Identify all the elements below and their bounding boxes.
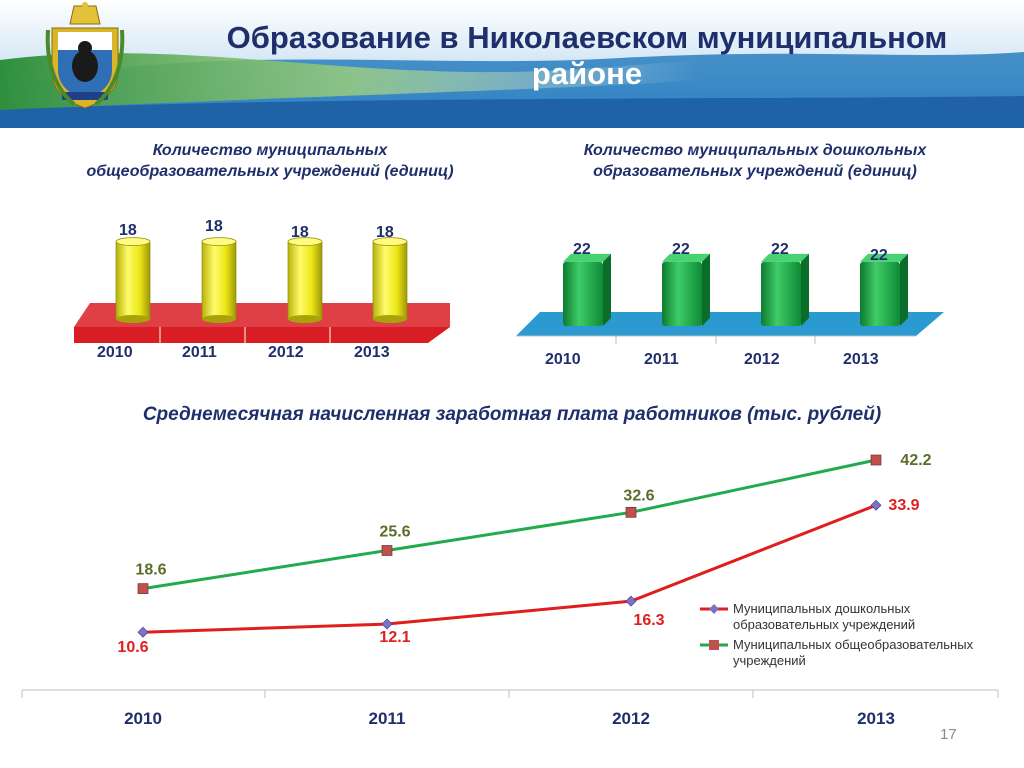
tick-label-2012: 2012: [268, 344, 304, 361]
series-line-0: [142, 503, 877, 634]
data-label-2010: 18: [119, 222, 137, 239]
page-title-line1: Образование в Николаевском муниципальном: [226, 20, 948, 55]
bar-body: [761, 261, 801, 326]
page-title-line2: районе: [531, 56, 643, 91]
bar-body: [563, 261, 603, 326]
tick-label-2010: 2010: [97, 344, 133, 361]
bar-body: [860, 261, 900, 326]
bar-2011: [662, 253, 710, 326]
point-0-3: [870, 499, 882, 511]
data-label-1-0: 18.6: [135, 562, 166, 579]
tick-label-2011: 2011: [644, 351, 679, 368]
data-label-0-1: 12.1: [379, 629, 410, 646]
bar-top: [662, 253, 710, 262]
bar-bottom: [373, 315, 407, 323]
data-label-1-1: 25.6: [379, 523, 410, 540]
data-label-2013: 22: [870, 247, 888, 264]
bar-2012: [287, 237, 323, 323]
bar-top: [372, 237, 408, 246]
page-title: Образование в Николаевском муниципальном…: [150, 20, 1024, 92]
point-0-0: [137, 626, 149, 638]
salary-line-chart: 2010 2011 2012 2013 10.6 12.1 16.3 33.9 18.6 25.6…: [21, 452, 999, 728]
bar-side: [900, 253, 908, 326]
legend-marker-0: [709, 604, 719, 614]
series-line-1: [142, 458, 877, 591]
bar-body: [287, 241, 323, 320]
data-label-2011: 18: [205, 218, 223, 235]
data-label-2010: 22: [573, 241, 591, 258]
tick-label-2013: 2013: [857, 709, 895, 728]
bar-side: [702, 253, 710, 326]
bar-floor-top: [74, 303, 450, 327]
bar-2012: [761, 253, 809, 326]
bar-body: [372, 241, 408, 320]
bar-2013: [372, 237, 408, 323]
data-label-2011: 22: [672, 241, 690, 258]
chart-title-schools: Количество муниципальных общеобразовател…: [86, 142, 454, 180]
bar-bottom: [202, 315, 236, 323]
data-label-1-3: 42.2: [900, 452, 931, 469]
tick-label-2010: 2010: [124, 709, 162, 728]
legend-label-0: Муниципальных дошкольных образовательных …: [733, 601, 915, 632]
tick-label-2011: 2011: [182, 344, 217, 361]
bar-2013: [860, 253, 908, 326]
bar-side: [603, 253, 611, 326]
point-0-2: [625, 595, 637, 607]
header-band: [0, 0, 1024, 128]
data-label-0-3: 33.9: [888, 497, 919, 514]
bar-top: [115, 237, 151, 246]
bar-body: [662, 261, 702, 326]
point-1-2: [625, 506, 637, 518]
bar-side: [801, 253, 809, 326]
tick-label-2013: 2013: [354, 344, 390, 361]
bar-top: [201, 237, 237, 246]
tick-label-2012: 2012: [744, 351, 780, 368]
tick-label-2010: 2010: [545, 351, 581, 368]
schools-bar-chart: 18 2010 18 2011 18 2012 18 2013: [74, 218, 450, 361]
bar-2010: [563, 253, 611, 326]
bar-floor: [516, 312, 944, 336]
slide-number: 17: [940, 726, 957, 743]
bar-bottom: [288, 315, 322, 323]
bar-top: [287, 237, 323, 246]
tick-label-2012: 2012: [612, 709, 650, 728]
khabarovsk-coat-of-arms-icon: [45, 2, 125, 109]
chart-title-salary: Среднемесячная начисленная заработная пл…: [142, 404, 882, 425]
point-1-0: [137, 583, 149, 594]
point-0-1: [381, 618, 393, 630]
data-label-2012: 22: [771, 241, 789, 258]
data-label-2012: 18: [291, 224, 309, 241]
chart-title-preschools: Количество муниципальных дошкольных обра…: [583, 142, 927, 180]
bar-2011: [201, 237, 237, 323]
data-label-0-0: 10.6: [117, 639, 148, 656]
tick-label-2011: 2011: [369, 709, 406, 728]
preschools-bar-chart: 22 2010 22 2011 22 2012 22 2013: [516, 241, 944, 368]
data-label-1-2: 32.6: [623, 487, 654, 504]
bar-top: [860, 253, 908, 262]
bar-floor: [74, 327, 450, 343]
bar-bottom: [116, 315, 150, 323]
bar-top: [563, 253, 611, 262]
bar-body: [115, 241, 151, 320]
data-label-0-2: 16.3: [633, 612, 664, 629]
legend-label-1: Муниципальных общеобразовательных учрежде…: [733, 637, 974, 668]
bar-top: [761, 253, 809, 262]
legend-marker-1: [709, 640, 719, 650]
point-1-3: [870, 454, 882, 466]
bar-body: [201, 241, 237, 320]
data-label-2013: 18: [376, 224, 394, 241]
point-1-1: [381, 545, 393, 556]
bar-2010: [115, 237, 151, 323]
tick-label-2013: 2013: [843, 351, 879, 368]
